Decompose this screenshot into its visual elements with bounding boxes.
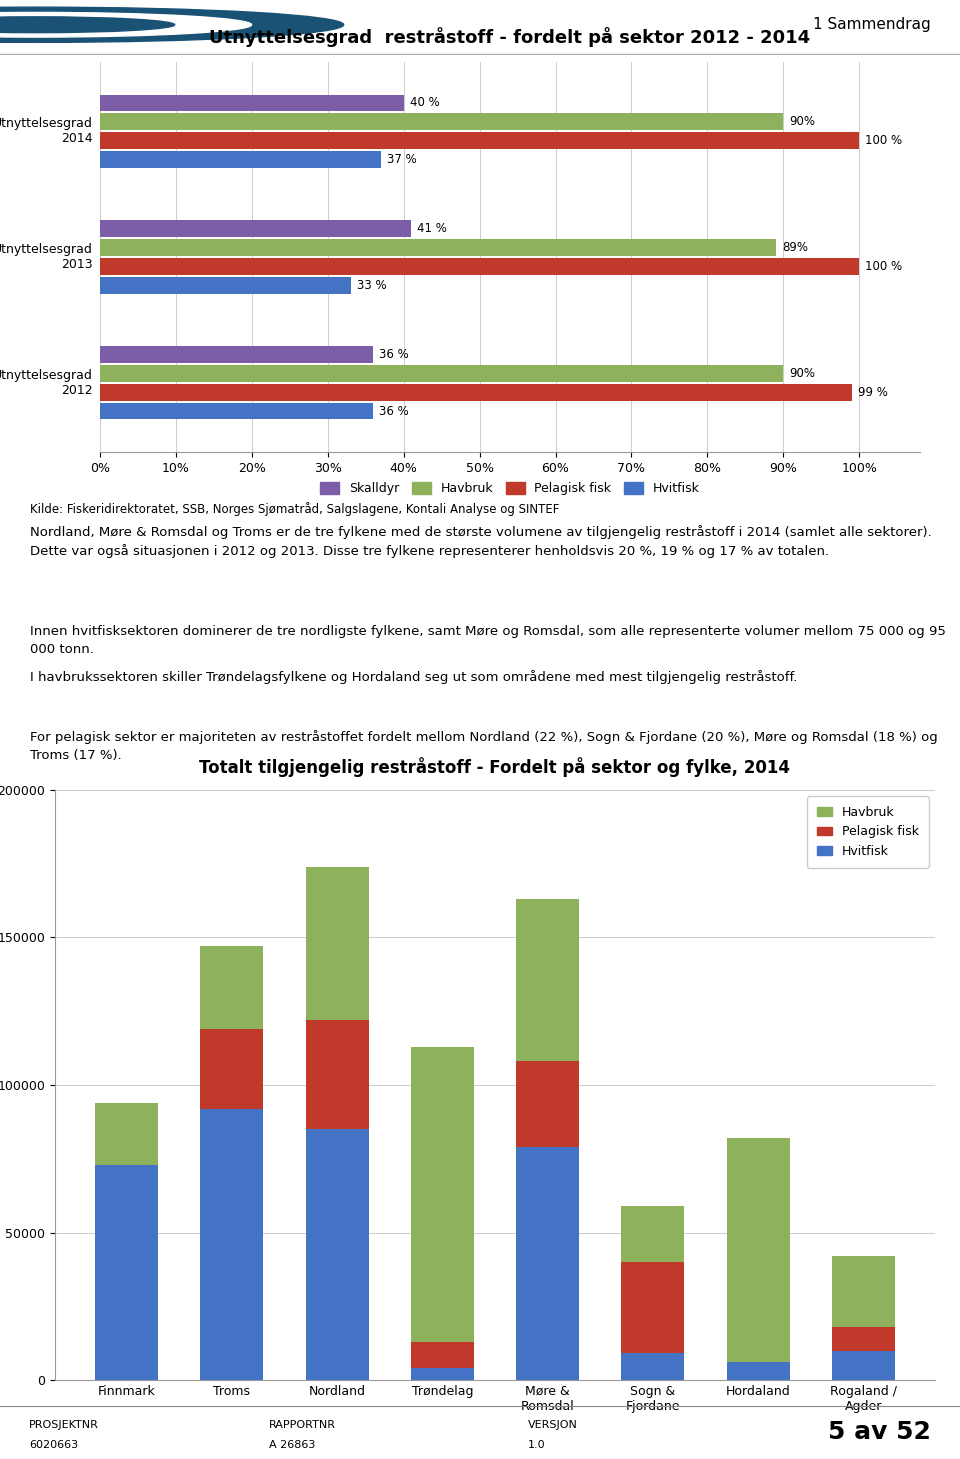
Circle shape: [0, 13, 252, 36]
Circle shape: [0, 7, 344, 42]
Bar: [100, 220, 411, 236]
Bar: [621, 1262, 684, 1354]
Circle shape: [0, 18, 175, 32]
Bar: [100, 258, 859, 274]
Bar: [201, 1029, 263, 1109]
Bar: [100, 346, 373, 363]
Text: 90%: 90%: [789, 115, 815, 128]
Text: Kilde: Fiskeridirektoratet, SSB, Norges Sjømatråd, Salgslagene, Kontali Analyse : Kilde: Fiskeridirektoratet, SSB, Norges …: [30, 502, 560, 516]
Bar: [305, 1129, 369, 1380]
Bar: [832, 1256, 895, 1326]
Bar: [305, 1020, 369, 1129]
Bar: [621, 1354, 684, 1380]
Text: 90%: 90%: [789, 366, 815, 379]
Text: PROSJEKTNR: PROSJEKTNR: [29, 1420, 99, 1430]
Text: 33 %: 33 %: [356, 279, 386, 292]
Text: A 26863: A 26863: [269, 1440, 315, 1450]
Text: 100 %: 100 %: [865, 260, 902, 273]
Text: 37 %: 37 %: [387, 153, 417, 166]
Text: 5 av 52: 5 av 52: [828, 1420, 931, 1444]
Bar: [95, 1164, 158, 1380]
Text: 99 %: 99 %: [857, 385, 888, 398]
Text: For pelagisk sektor er majoriteten av restråstoffet fordelt mellom Nordland (22 : For pelagisk sektor er majoriteten av re…: [30, 730, 938, 762]
Bar: [100, 133, 859, 149]
Text: 36 %: 36 %: [379, 349, 409, 360]
Bar: [411, 1046, 474, 1342]
Text: 41 %: 41 %: [418, 222, 447, 235]
Text: 40 %: 40 %: [410, 96, 440, 109]
Text: RAPPORTNR: RAPPORTNR: [269, 1420, 336, 1430]
Text: I havbrukssektoren skiller Trøndelagsfylkene og Hordaland seg ut som områdene me: I havbrukssektoren skiller Trøndelagsfyl…: [30, 670, 798, 684]
Text: 100 %: 100 %: [865, 134, 902, 147]
Bar: [100, 277, 350, 293]
Bar: [516, 899, 579, 1061]
Bar: [832, 1351, 895, 1380]
Bar: [201, 1109, 263, 1380]
Bar: [727, 1138, 790, 1363]
Bar: [95, 1103, 158, 1164]
Bar: [100, 152, 381, 168]
Text: 1 Sammendrag: 1 Sammendrag: [813, 18, 931, 32]
Text: 6020663: 6020663: [29, 1440, 78, 1450]
Bar: [305, 867, 369, 1020]
Text: 36 %: 36 %: [379, 404, 409, 417]
Bar: [100, 384, 852, 401]
Text: VERSJON: VERSJON: [528, 1420, 578, 1430]
Bar: [832, 1326, 895, 1351]
Bar: [516, 1147, 579, 1380]
Text: 89%: 89%: [781, 241, 807, 254]
Bar: [621, 1207, 684, 1262]
Bar: [516, 1061, 579, 1147]
Bar: [201, 947, 263, 1029]
Legend: Skalldyr, Havbruk, Pelagisk fisk, Hvitfisk: Skalldyr, Havbruk, Pelagisk fisk, Hvitfi…: [316, 477, 705, 500]
Bar: [100, 114, 783, 130]
Title: Totalt tilgjengelig restråstoff - Fordelt på sektor og fylke, 2014: Totalt tilgjengelig restråstoff - Fordel…: [200, 757, 790, 778]
Bar: [100, 95, 404, 111]
Bar: [100, 239, 776, 255]
Bar: [100, 403, 373, 419]
Title: Utnyttelsesgrad  restråstoff - fordelt på sektor 2012 - 2014: Utnyttelsesgrad restråstoff - fordelt på…: [209, 26, 810, 47]
Bar: [411, 1369, 474, 1380]
Text: Innen hvitfisksektoren dominerer de tre nordligste fylkene, samt Møre og Romsdal: Innen hvitfisksektoren dominerer de tre …: [30, 624, 946, 657]
Bar: [100, 365, 783, 382]
Bar: [727, 1363, 790, 1380]
Bar: [411, 1342, 474, 1369]
Legend: Havbruk, Pelagisk fisk, Hvitfisk: Havbruk, Pelagisk fisk, Hvitfisk: [806, 797, 928, 868]
Text: 1.0: 1.0: [528, 1440, 545, 1450]
Text: Nordland, Møre & Romsdal og Troms er de tre fylkene med de største volumene av t: Nordland, Møre & Romsdal og Troms er de …: [30, 525, 932, 559]
Text: SINTEF: SINTEF: [72, 15, 155, 35]
